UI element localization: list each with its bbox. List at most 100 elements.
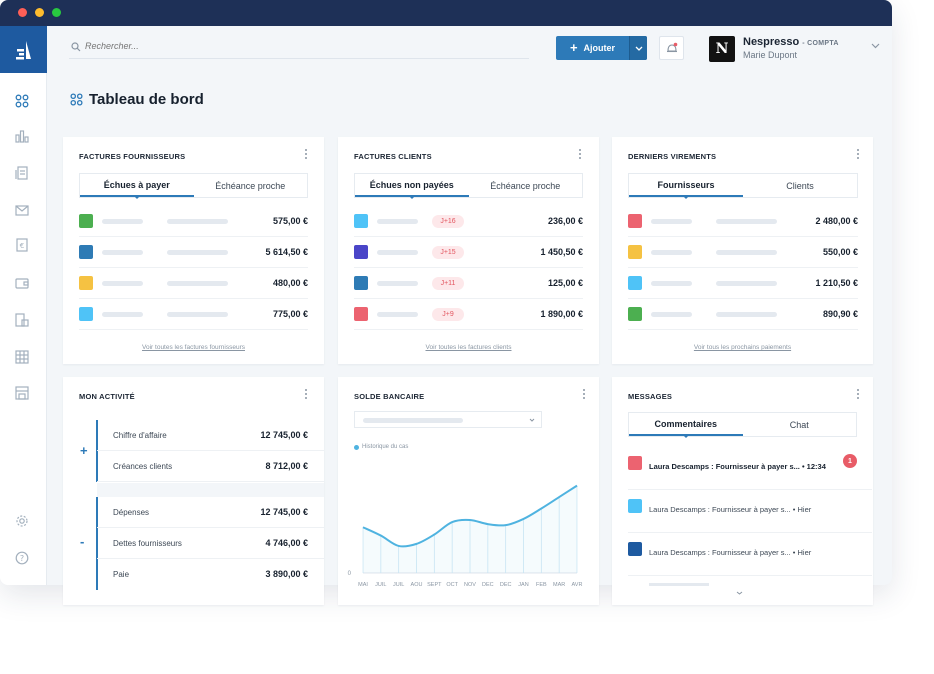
tab-due-soon[interactable]: Échéance proche: [215, 180, 286, 191]
more-options-icon[interactable]: [305, 149, 309, 161]
add-button-main[interactable]: + Ajouter: [556, 36, 629, 60]
placeholder-bar: [649, 583, 709, 586]
chart-icon[interactable]: [15, 129, 29, 143]
message-text: Laura Descamps : Fournisseur à payer s..…: [649, 548, 812, 557]
overdue-badge: J+9: [432, 308, 464, 321]
view-all-client-invoices-link[interactable]: Voir toutes les factures clients: [425, 344, 512, 351]
amount: 575,00 €: [272, 216, 308, 226]
more-options-icon[interactable]: [305, 389, 309, 401]
card-title: MON ACTIVITÉ: [79, 392, 135, 401]
table-row[interactable]: J+16 236,00 €: [354, 206, 583, 237]
tab-overdue[interactable]: Échues à payer: [80, 174, 194, 199]
svg-text:?: ?: [20, 554, 24, 563]
tab-comments[interactable]: Commentaires: [629, 413, 743, 438]
company-name[interactable]: Nespresso - COMPTA: [743, 36, 839, 48]
table-row[interactable]: 480,00 €: [79, 268, 308, 299]
notifications-button[interactable]: [659, 36, 684, 60]
tab-suppliers[interactable]: Fournisseurs: [629, 174, 743, 199]
tab-due-soon[interactable]: Échéance proche: [490, 180, 561, 191]
table-row[interactable]: J+9 1 890,00 €: [354, 299, 583, 330]
add-button-label: Ajouter: [583, 43, 616, 53]
table-icon[interactable]: [15, 350, 29, 364]
view-all-payments-link[interactable]: Voir tous les prochains paiements: [693, 344, 792, 351]
search-input[interactable]: [85, 41, 485, 51]
tab-overdue-unpaid[interactable]: Échues non payées: [355, 174, 469, 199]
title-bar: [0, 0, 892, 26]
view-all-supplier-invoices-link[interactable]: Voir toutes les factures fournisseurs: [142, 344, 245, 351]
minimize-window-button[interactable]: [35, 8, 44, 17]
tab-clients[interactable]: Clients: [786, 180, 814, 191]
x-tick-label: JAN: [518, 582, 528, 588]
table-row[interactable]: 5 614,50 €: [79, 237, 308, 268]
account-chevron-down-icon[interactable]: [871, 43, 880, 49]
bank-balance-card: SOLDE BANCAIRE Historique du cas 0 MAI JUI…: [338, 377, 599, 605]
tab-bar: Échues à payer Échéance proche: [79, 173, 308, 199]
add-menu-toggle[interactable]: [629, 36, 647, 60]
user-name: Marie Dupont: [743, 50, 798, 60]
sidebar: € ?: [0, 26, 47, 585]
maximize-window-button[interactable]: [52, 8, 61, 17]
message-item[interactable]: Laura Descamps : Fournisseur à payer s..…: [628, 533, 872, 576]
placeholder-bar: [167, 281, 228, 286]
expense-sign: -: [80, 534, 85, 549]
chart-legend: Historique du cas: [354, 444, 408, 450]
more-options-icon[interactable]: [857, 149, 861, 161]
message-item[interactable]: Laura Descamps : Fournisseur à payer s..…: [628, 447, 872, 490]
amount: 2 480,00 €: [815, 216, 858, 226]
table-row[interactable]: 550,00 €: [628, 237, 858, 268]
settings-icon[interactable]: [15, 514, 29, 528]
color-swatch: [628, 276, 642, 290]
message-item-partial: [628, 579, 857, 589]
wallet-icon[interactable]: [15, 276, 29, 290]
more-options-icon[interactable]: [579, 149, 583, 161]
dashboard-icon[interactable]: [15, 94, 29, 108]
message-item[interactable]: Laura Descamps : Fournisseur à payer s..…: [628, 490, 872, 533]
scroll-down-chevron-icon[interactable]: [736, 591, 743, 595]
app-logo[interactable]: [0, 26, 47, 73]
logo-icon: [15, 40, 31, 59]
add-button[interactable]: + Ajouter: [556, 36, 647, 60]
placeholder-bar: [716, 312, 777, 317]
table-row[interactable]: J+15 1 450,50 €: [354, 237, 583, 268]
color-swatch: [79, 214, 93, 228]
activity-row: Dettes fournisseurs 4 746,00 €: [97, 528, 324, 559]
more-options-icon[interactable]: [857, 389, 861, 401]
placeholder-bar: [716, 219, 777, 224]
tab-chat[interactable]: Chat: [789, 419, 809, 430]
invoice-icon[interactable]: [15, 166, 29, 180]
euro-document-icon[interactable]: €: [15, 238, 29, 252]
table-row[interactable]: J+11 125,00 €: [354, 268, 583, 299]
color-swatch: [354, 307, 368, 321]
message-text: Laura Descamps : Fournisseur à payer s..…: [649, 462, 826, 471]
placeholder-bar: [102, 281, 143, 286]
bank-card-icon[interactable]: [15, 313, 29, 327]
mail-icon[interactable]: [15, 203, 29, 217]
table-row[interactable]: 2 480,00 €: [628, 206, 858, 237]
legend-label: Historique du cas: [362, 444, 409, 450]
activity-row: Paie 3 890,00 €: [113, 569, 308, 579]
placeholder-bar: [363, 418, 463, 423]
more-options-icon[interactable]: [583, 389, 587, 401]
table-row[interactable]: 890,90 €: [628, 299, 858, 330]
overdue-badge: J+16: [432, 215, 464, 228]
table-row[interactable]: 1 210,50 €: [628, 268, 858, 299]
account-select[interactable]: [354, 411, 542, 428]
x-tick-label: DEC: [482, 582, 494, 588]
building-icon[interactable]: [15, 386, 29, 400]
placeholder-bar: [716, 281, 777, 286]
card-title: MESSAGES: [628, 392, 673, 401]
placeholder-bar: [167, 312, 228, 317]
table-row[interactable]: 775,00 €: [79, 299, 308, 330]
help-icon[interactable]: ?: [15, 551, 29, 565]
close-window-button[interactable]: [18, 8, 27, 17]
search-bar[interactable]: [69, 39, 529, 59]
color-swatch: [628, 245, 642, 259]
role-label: - COMPTA: [802, 40, 839, 47]
placeholder-bar: [651, 250, 692, 255]
company-logo[interactable]: N: [709, 36, 735, 62]
table-row[interactable]: 575,00 €: [79, 206, 308, 237]
activity-row: Créances clients 8 712,00 €: [97, 451, 324, 482]
activity-row: Dépenses 12 745,00 €: [97, 497, 324, 528]
x-tick-label: MAR: [553, 582, 565, 588]
overdue-badge: J+15: [432, 246, 464, 259]
